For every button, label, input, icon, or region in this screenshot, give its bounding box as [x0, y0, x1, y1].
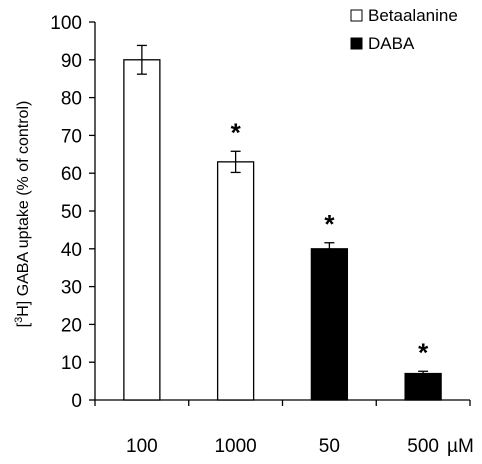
x-tick-label: 50 — [319, 436, 340, 457]
y-tick-label: 90 — [61, 51, 82, 72]
y-tick-label: 30 — [61, 278, 82, 299]
x-tick-label: 1000 — [214, 436, 256, 457]
legend-swatch — [350, 9, 363, 22]
svg-text:[3H] GABA uptake (% of control: [3H] GABA uptake (% of control) — [13, 101, 32, 328]
legend-label: DABA — [368, 34, 415, 53]
legend-label: Betaalanine — [368, 6, 458, 25]
significance-marks: * * * — [231, 117, 430, 367]
y-axis-title-superscript: 3 — [13, 317, 25, 323]
y-axis-title: [3H] GABA uptake (% of control) — [13, 101, 32, 328]
bar — [404, 372, 442, 401]
x-unit-label: µM — [447, 436, 474, 457]
y-axis-title-text: H] GABA uptake (% of control) — [15, 101, 32, 317]
y-tick-label: 0 — [71, 391, 82, 412]
y-tick-label: 60 — [61, 164, 82, 185]
significance-star: * — [231, 117, 242, 147]
bars — [123, 59, 442, 401]
x-tick-label: 100 — [126, 436, 158, 457]
significance-star: * — [324, 209, 335, 239]
legend: Betaalanine DABA — [350, 6, 458, 53]
y-axis-title-prefix: [ — [15, 322, 32, 327]
axes: 0 10 20 30 40 50 60 70 80 90 100 — [50, 13, 471, 412]
bar — [123, 59, 161, 401]
y-tick-label: 50 — [61, 202, 82, 223]
y-tick-label: 40 — [61, 240, 82, 261]
legend-swatch — [350, 37, 363, 50]
bar — [216, 161, 255, 401]
bar — [310, 248, 349, 401]
x-tick-label: 500 — [407, 436, 439, 457]
significance-star: * — [418, 337, 429, 367]
y-tick-label: 70 — [61, 126, 82, 147]
y-tick-label: 20 — [61, 315, 82, 336]
x-tick-labels: 100 1000 50 500 — [126, 436, 439, 457]
y-tick-label: 80 — [61, 89, 82, 110]
error-bars — [136, 44, 429, 377]
y-tick-label: 100 — [50, 13, 82, 34]
y-tick-label: 10 — [61, 353, 82, 374]
